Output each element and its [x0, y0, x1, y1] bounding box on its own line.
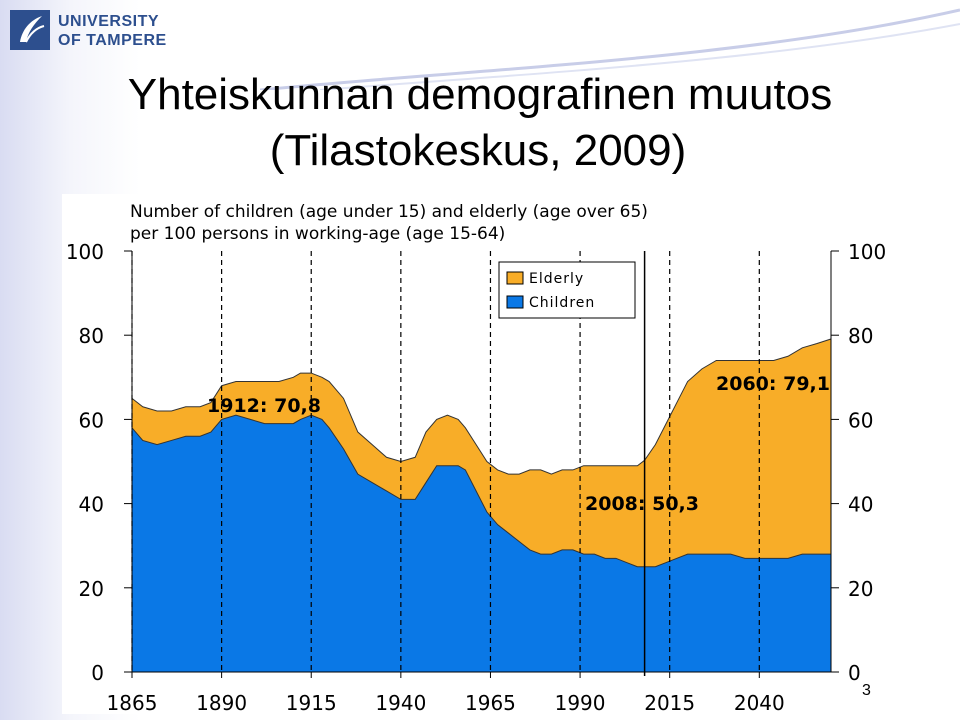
legend-box [498, 261, 636, 319]
page-number: 3 [862, 682, 871, 699]
y-tick-label-right: 40 [848, 493, 873, 517]
slide-title-line-2: (Tilastokeskus, 2009) [269, 126, 687, 175]
university-logo: UNIVERSITY OF TAMPERE [10, 10, 210, 56]
legend-swatch-elderly [506, 271, 524, 285]
logo-line-2: OF TAMPERE [58, 32, 167, 49]
y-tick-label-left: 60 [79, 408, 104, 432]
y-tick-label-right: 20 [848, 577, 873, 601]
children-area [131, 414, 832, 673]
legend-swatch-children [506, 295, 524, 309]
slide-title-line-1: Yhteiskunnan demografinen muutos [127, 70, 833, 119]
chart-subtitle: per 100 persons in working-age (age 15-6… [130, 224, 505, 244]
y-tick-label-left: 40 [79, 493, 104, 517]
x-tick-label: 1990 [555, 691, 606, 714]
annotation-label: 2060: 79,1 [716, 373, 830, 395]
logo-line-1: UNIVERSITY [58, 13, 160, 30]
legend-label-elderly: Elderly [529, 271, 584, 287]
dependency-ratio-chart: Number of children (age under 15) and el… [62, 194, 918, 715]
x-tick-label: 1965 [465, 691, 516, 714]
y-tick-label-right: 100 [848, 240, 886, 264]
x-tick-label: 2040 [734, 691, 785, 714]
x-tick-label: 1890 [196, 691, 247, 714]
y-tick-label-left: 100 [66, 240, 104, 264]
y-tick-label-right: 0 [848, 661, 861, 685]
y-tick-label-left: 20 [79, 577, 104, 601]
y-tick-label-left: 80 [79, 324, 104, 348]
y-tick-label-left: 0 [91, 661, 104, 685]
legend-label-children: Children [529, 295, 595, 311]
y-tick-label-right: 80 [848, 324, 873, 348]
x-tick-label: 2015 [644, 691, 695, 714]
x-tick-label: 1865 [107, 691, 158, 714]
x-tick-label: 1940 [375, 691, 426, 714]
chart-title: Number of children (age under 15) and el… [130, 202, 648, 222]
x-tick-label: 1915 [286, 691, 337, 714]
annotation-label: 1912: 70,8 [207, 395, 321, 417]
annotation-label: 2008: 50,3 [585, 493, 699, 515]
header-swoosh-decoration [260, 8, 960, 90]
university-emblem-icon [10, 10, 50, 50]
chart-svg: Number of children (age under 15) and el… [62, 194, 918, 715]
y-tick-label-right: 60 [848, 408, 873, 432]
